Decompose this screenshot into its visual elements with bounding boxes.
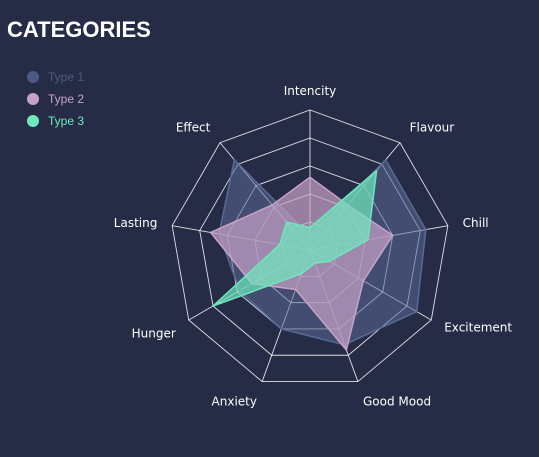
axis-label-effect: Effect — [176, 120, 211, 134]
axis-label-anxiety: Anxiety — [212, 395, 257, 409]
legend-label-type-1: Type 1 — [48, 70, 85, 84]
axis-label-chill: Chill — [463, 216, 489, 230]
legend-label-type-2: Type 2 — [48, 92, 85, 106]
page-title: CATEGORIES — [7, 17, 151, 42]
axis-label-flavour: Flavour — [410, 120, 455, 134]
series-area-type-3 — [212, 169, 378, 307]
axis-label-intencity: Intencity — [284, 84, 337, 98]
axis-label-excitement: Excitement — [444, 321, 512, 335]
legend-dot-type-3 — [27, 115, 39, 127]
legend-item-type-3[interactable]: Type 3 — [27, 110, 84, 132]
axis-label-good-mood: Good Mood — [363, 395, 431, 409]
axis-label-lasting: Lasting — [114, 216, 158, 230]
axis-label-hunger: Hunger — [132, 327, 176, 341]
grid-ring-5 — [171, 109, 449, 383]
legend-item-type-1[interactable]: Type 1 — [27, 66, 84, 88]
legend-item-type-2[interactable]: Type 2 — [27, 88, 84, 110]
legend-dot-type-2 — [27, 93, 39, 105]
legend: Type 1 Type 2 Type 3 — [27, 66, 84, 132]
legend-label-type-3: Type 3 — [48, 114, 85, 128]
legend-dot-type-1 — [27, 71, 39, 83]
